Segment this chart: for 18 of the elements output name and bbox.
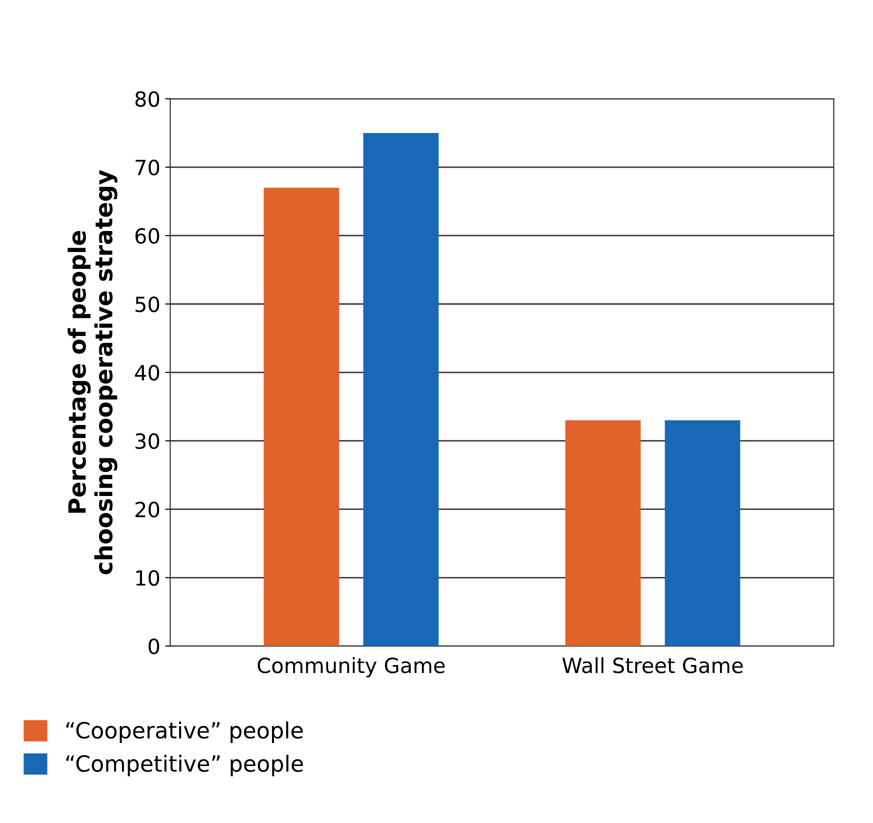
y-tick-label: 70	[136, 160, 160, 176]
y-tick-label: 10	[136, 570, 160, 586]
y-tick-label: 20	[136, 502, 160, 518]
y-axis-title: Percentage of people choosing cooperative strategy	[68, 170, 118, 574]
legend-label: “Competitive” people	[66, 754, 303, 776]
y-tick-label: 0	[148, 638, 160, 654]
bar	[565, 420, 641, 646]
legend-label: “Cooperative” people	[66, 721, 303, 743]
y-tick-label: 50	[136, 296, 160, 312]
y-tick-label: 30	[136, 433, 160, 450]
bar	[363, 132, 439, 646]
bar	[664, 420, 740, 646]
bar	[264, 188, 340, 646]
y-tick-label: 40	[135, 364, 160, 381]
x-tick-label: Wall Street Game	[562, 657, 743, 674]
y-tick-label: 80	[135, 91, 160, 107]
x-tick-label: Community Game	[258, 657, 445, 678]
y-tick-label: 60	[135, 228, 160, 244]
